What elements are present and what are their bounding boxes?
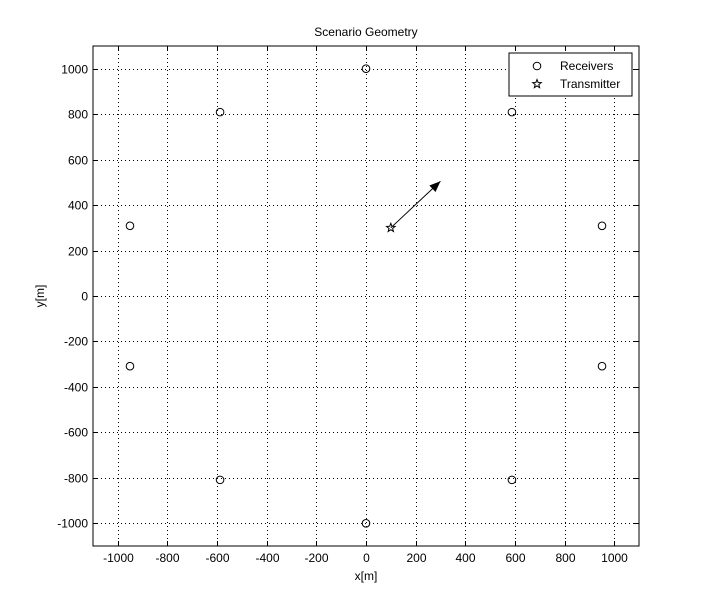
receiver-marker: [361, 64, 371, 74]
legend: Receivers Transmitter: [508, 52, 633, 97]
y-tick-label: -800: [64, 472, 88, 486]
y-tick-label: -1000: [57, 517, 88, 531]
annotations: [390, 180, 441, 229]
x-tick-label: 800: [555, 551, 575, 565]
x-tick-label: -200: [304, 551, 328, 565]
x-tick-label: 0: [363, 551, 370, 565]
x-tick-labels: -1000 -800 -600 -400 -200 0 200 400 600 800 1000: [103, 551, 628, 565]
y-tick-label: 200: [68, 245, 88, 259]
y-axis-title: y[m]: [33, 285, 47, 308]
receiver-marker: [597, 361, 607, 371]
y-tick-label: -200: [64, 335, 88, 349]
x-tick-label: -600: [205, 551, 229, 565]
transmitter-marker: [385, 221, 397, 233]
direction-arrow-shaft: [390, 180, 441, 229]
axis-ticks: [93, 46, 639, 546]
receiver-marker: [125, 221, 135, 231]
receiver-marker: [125, 361, 135, 371]
y-tick-labels: -1000 -800 -600 -400 -200 0 200 400 600 800 1000: [57, 63, 88, 531]
receiver-marker: [215, 107, 225, 117]
y-tick-label: -400: [64, 381, 88, 395]
x-tick-label: 200: [406, 551, 426, 565]
receiver-marker: [507, 475, 517, 485]
receiver-marker: [507, 107, 517, 117]
y-tick-label: 0: [81, 290, 88, 304]
chart-title: Scenario Geometry: [314, 25, 417, 39]
legend-transmitter-label: Transmitter: [560, 77, 620, 91]
y-tick-label: 400: [68, 199, 88, 213]
x-tick-label: 600: [505, 551, 525, 565]
y-tick-label: -600: [64, 426, 88, 440]
x-tick-label: -400: [255, 551, 279, 565]
x-tick-label: -800: [155, 551, 179, 565]
grid-lines: [93, 46, 639, 546]
x-tick-label: -1000: [103, 551, 134, 565]
legend-receivers-label: Receivers: [560, 59, 613, 73]
receiver-marker: [361, 518, 371, 528]
receiver-marker: [215, 475, 225, 485]
direction-arrow-head: [429, 181, 441, 193]
legend-box: [508, 52, 633, 97]
legend-transmitter-marker: [531, 78, 543, 89]
data-marks: [125, 64, 607, 528]
receiver-marker: [597, 221, 607, 231]
y-tick-label: 1000: [61, 63, 88, 77]
legend-receivers-marker: [532, 61, 542, 71]
x-tick-label: 1000: [601, 551, 628, 565]
x-tick-label: 400: [455, 551, 475, 565]
y-tick-label: 600: [68, 154, 88, 168]
x-axis-title: x[m]: [355, 569, 378, 583]
y-tick-label: 800: [68, 108, 88, 122]
